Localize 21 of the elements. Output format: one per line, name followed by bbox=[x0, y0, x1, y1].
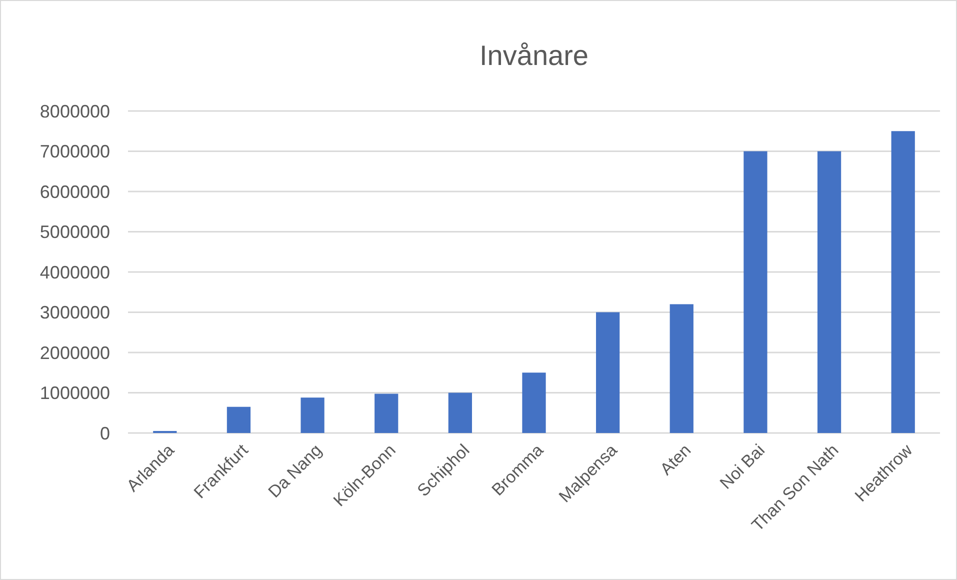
bar bbox=[744, 151, 768, 433]
bar bbox=[670, 304, 694, 433]
bar bbox=[522, 372, 546, 433]
y-tick-label: 1000000 bbox=[40, 383, 110, 404]
bar bbox=[374, 394, 398, 433]
y-tick-label: 0 bbox=[100, 423, 110, 444]
bar bbox=[300, 398, 324, 433]
bar bbox=[817, 151, 842, 433]
bar bbox=[226, 406, 251, 433]
y-tick-label: 8000000 bbox=[40, 101, 110, 122]
chart-title: Invånare bbox=[480, 40, 588, 71]
y-tick-label: 5000000 bbox=[40, 222, 110, 242]
y-tick-label: 6000000 bbox=[40, 182, 110, 202]
bar bbox=[448, 392, 472, 433]
y-tick-label: 7000000 bbox=[40, 142, 110, 162]
bar bbox=[596, 312, 620, 433]
y-tick-label: 2000000 bbox=[40, 342, 110, 363]
bar bbox=[891, 131, 915, 433]
y-tick-label: 3000000 bbox=[40, 302, 110, 323]
y-tick-label: 4000000 bbox=[40, 262, 110, 282]
x-tick-label: Noi Bai bbox=[716, 440, 768, 493]
